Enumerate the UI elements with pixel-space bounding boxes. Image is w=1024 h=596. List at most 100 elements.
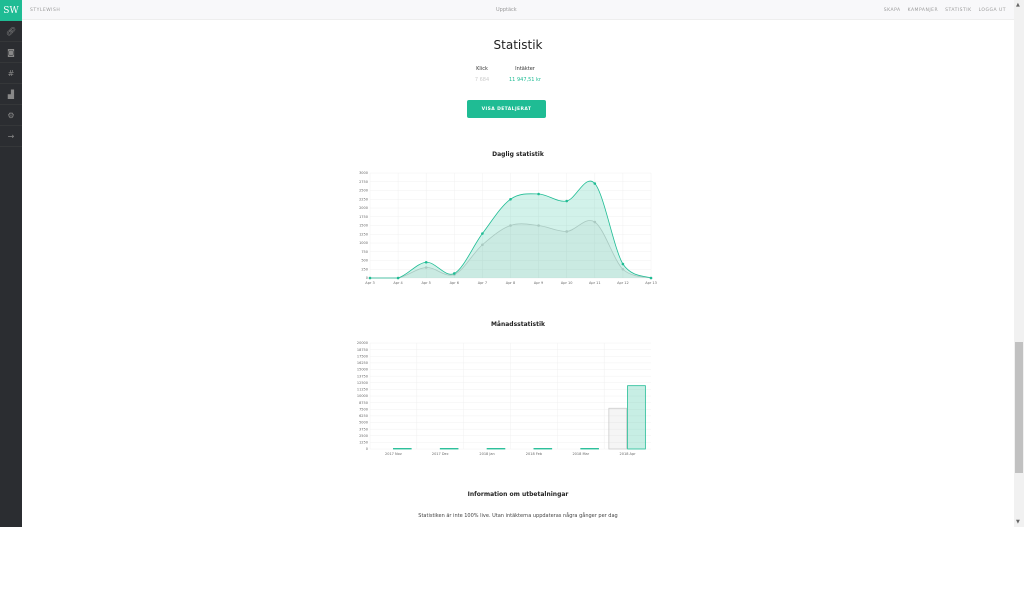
nav-kampanjer[interactable]: KAMPANJER — [907, 8, 939, 13]
x-tick-label: 2017 Nov — [385, 452, 402, 456]
data-point — [509, 224, 512, 227]
y-tick-label: 1250 — [359, 232, 368, 236]
top-bar: STYLEWISH Upptäck SKAPA KAMPANJER STATIS… — [22, 0, 1014, 20]
bar — [439, 448, 459, 450]
scrollbar[interactable]: ▲ ▼ — [1014, 0, 1024, 527]
data-point — [593, 182, 597, 185]
bar — [627, 385, 646, 450]
data-point — [565, 230, 568, 233]
nav-logga-ut[interactable]: LOGGA UT — [978, 8, 1006, 13]
bar — [580, 448, 599, 450]
clicks-label: Klick — [476, 66, 488, 72]
y-tick-label: 5000 — [359, 421, 368, 425]
series-area — [370, 181, 651, 278]
y-tick-label: 500 — [361, 259, 368, 263]
revenue-value: 11 947,51 kr — [509, 77, 541, 83]
logout-icon[interactable]: → — [0, 126, 22, 147]
x-tick-label: Apr 8 — [506, 281, 515, 285]
chart-icon[interactable]: ▟ — [0, 84, 22, 105]
x-tick-label: 2018 Jan — [479, 452, 494, 456]
data-point — [368, 276, 372, 280]
bar — [533, 448, 553, 450]
y-tick-label: 20000 — [357, 341, 368, 345]
page-title: Statistik — [493, 38, 543, 52]
data-point — [621, 267, 625, 271]
y-tick-label: 1500 — [359, 224, 368, 228]
y-tick-label: 12500 — [357, 381, 368, 385]
y-tick-label: 15000 — [357, 368, 368, 372]
x-tick-label: Apr 11 — [589, 281, 601, 285]
y-tick-label: 250 — [361, 267, 368, 271]
daily-title: Daglig statistik — [492, 151, 544, 158]
x-tick-label: Apr 9 — [534, 281, 543, 285]
data-point — [481, 243, 484, 247]
x-tick-label: 2018 Feb — [526, 452, 543, 456]
y-tick-label: 1000 — [359, 241, 368, 245]
series-area — [370, 220, 651, 278]
gear-icon[interactable]: ⚙ — [0, 105, 22, 126]
y-tick-label: 3750 — [359, 427, 368, 431]
clicks-value: 7 684 — [474, 77, 490, 83]
y-tick-label: 0 — [366, 276, 368, 280]
bar — [393, 448, 412, 450]
y-tick-label: 1250 — [359, 441, 368, 445]
data-point — [565, 199, 568, 203]
sidebar: SW 🔗︎ ◙ # ▟ ⚙ → — [0, 0, 22, 527]
y-tick-label: 2250 — [359, 197, 368, 201]
y-tick-label: 2500 — [359, 189, 368, 193]
x-tick-label: Apr 10 — [561, 281, 573, 285]
y-tick-label: 10000 — [357, 394, 368, 398]
data-point — [481, 232, 484, 235]
revenue-label: Intäkter — [515, 66, 535, 72]
y-tick-label: 2500 — [359, 434, 368, 438]
data-point — [424, 266, 428, 269]
x-tick-label: Apr 3 — [365, 281, 374, 285]
nav-skapa[interactable]: SKAPA — [883, 8, 901, 13]
data-point — [424, 260, 428, 264]
x-tick-label: Apr 4 — [393, 281, 403, 285]
info-text: Statistiken är inte 100% live. Utan intä… — [418, 513, 618, 519]
logo[interactable]: SW — [0, 0, 22, 21]
y-tick-label: 7500 — [359, 407, 368, 411]
y-tick-label: 0 — [366, 447, 368, 451]
x-tick-label: 2018 Apr — [620, 452, 637, 456]
info-title: Information om utbetalningar — [467, 491, 569, 498]
x-tick-label: Apr 7 — [478, 281, 487, 285]
x-tick-label: 2018 Mar — [572, 452, 589, 456]
monthly-title: Månadsstatistik — [490, 321, 546, 328]
x-tick-label: Apr 13 — [645, 281, 657, 285]
page-title-top: Upptäck — [496, 7, 517, 13]
data-point — [396, 276, 400, 280]
x-tick-label: Apr 5 — [421, 281, 430, 285]
x-tick-label: 2017 Dec — [432, 452, 449, 456]
y-tick-label: 18750 — [357, 348, 368, 352]
show-details-button[interactable]: VISA DETALJERAT — [467, 100, 546, 118]
y-tick-label: 13750 — [357, 374, 368, 378]
x-tick-label: Apr 6 — [450, 281, 459, 285]
y-tick-label: 6250 — [359, 414, 368, 418]
camera-icon[interactable]: ◙ — [0, 42, 22, 63]
bar — [608, 407, 628, 450]
y-tick-label: 3000 — [359, 171, 368, 175]
data-point — [509, 197, 512, 201]
data-point — [453, 272, 456, 275]
y-tick-label: 1750 — [359, 215, 368, 219]
y-tick-label: 17500 — [357, 354, 368, 358]
scroll-up-icon[interactable]: ▲ — [1016, 2, 1020, 8]
x-tick-label: Apr 12 — [617, 281, 629, 285]
y-tick-label: 2750 — [359, 180, 368, 184]
nav-statistik[interactable]: STATISTIK — [945, 8, 972, 13]
hashtag-icon[interactable]: # — [0, 63, 22, 84]
y-tick-label: 2000 — [359, 206, 368, 210]
link-icon[interactable]: 🔗︎ — [0, 21, 22, 42]
data-point — [593, 220, 597, 224]
data-point — [649, 276, 653, 280]
scroll-down-icon[interactable]: ▼ — [1016, 519, 1020, 525]
y-tick-label: 16250 — [357, 361, 368, 365]
scrollbar-thumb[interactable] — [1015, 342, 1023, 473]
y-tick-label: 11250 — [357, 388, 368, 392]
bar — [486, 448, 506, 450]
data-point — [537, 224, 540, 227]
y-tick-label: 750 — [361, 250, 368, 254]
brand[interactable]: STYLEWISH — [30, 8, 61, 13]
